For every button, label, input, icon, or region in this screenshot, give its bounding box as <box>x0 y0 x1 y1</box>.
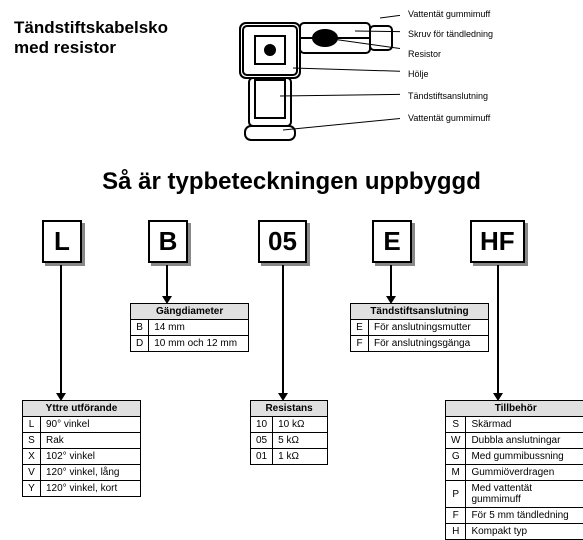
table-row: 1010 kΩ <box>251 417 328 433</box>
table-cell: V <box>23 465 41 481</box>
arrow-line <box>390 265 392 298</box>
table-row: SRak <box>23 433 141 449</box>
table-row: 055 kΩ <box>251 433 328 449</box>
table-cell: Med gummibussning <box>466 449 583 465</box>
part-label: Vattentät gummimuff <box>408 10 490 19</box>
table-cell: Y <box>23 481 41 497</box>
table-cell: Med vattentät gummimuff <box>466 481 583 508</box>
table-row: Y120° vinkel, kort <box>23 481 141 497</box>
table-cell: X <box>23 449 41 465</box>
table-cell: 14 mm <box>149 320 249 336</box>
table-header: Tändstiftsanslutning <box>351 304 489 320</box>
table-cell: G <box>446 449 466 465</box>
arrow-line <box>60 265 62 395</box>
table-outer: Yttre utförandeL90° vinkelSRakX102° vink… <box>22 400 141 497</box>
table-cell: D <box>131 336 149 352</box>
part-label: Vattentät gummimuff <box>408 114 490 123</box>
table-cell: 5 kΩ <box>273 433 328 449</box>
table-cell: E <box>351 320 369 336</box>
table-row: V120° vinkel, lång <box>23 465 141 481</box>
table-row: 011 kΩ <box>251 449 328 465</box>
table-cell: För anslutningsmutter <box>369 320 489 336</box>
part-label: Tändstiftsanslutning <box>408 92 488 101</box>
table-cell: P <box>446 481 466 508</box>
table-cell: 01 <box>251 449 273 465</box>
table-cell: L <box>23 417 41 433</box>
arrow-line <box>282 265 284 395</box>
table-cell: Dubbla anslutningar <box>466 433 583 449</box>
part-label: Skruv för tändledning <box>408 30 493 39</box>
table-row: GMed gummibussning <box>446 449 583 465</box>
table-row: B14 mm <box>131 320 249 336</box>
table-header: Tillbehör <box>446 401 583 417</box>
table-row: D10 mm och 12 mm <box>131 336 249 352</box>
part-label: Resistor <box>408 50 441 59</box>
table-cell: F <box>446 508 466 524</box>
table-thread: GängdiameterB14 mmD10 mm och 12 mm <box>130 303 249 352</box>
table-row: L90° vinkel <box>23 417 141 433</box>
arrow-line <box>166 265 168 298</box>
table-row: SSkärmad <box>446 417 583 433</box>
table-cell: S <box>23 433 41 449</box>
table-cell: För anslutningsgänga <box>369 336 489 352</box>
table-row: EFör anslutningsmutter <box>351 320 489 336</box>
table-cell: 10 mm och 12 mm <box>149 336 249 352</box>
table-cell: 120° vinkel, kort <box>41 481 141 497</box>
table-header: Gängdiameter <box>131 304 249 320</box>
table-cell: För 5 mm tändledning <box>466 508 583 524</box>
table-row: X102° vinkel <box>23 449 141 465</box>
table-header: Yttre utförande <box>23 401 141 417</box>
title-line2: med resistor <box>14 38 116 57</box>
table-cell: 05 <box>251 433 273 449</box>
code-box: B <box>148 220 188 263</box>
connector-diagram <box>225 8 400 143</box>
table-cell: W <box>446 433 466 449</box>
part-label: Hölje <box>408 70 429 79</box>
table-row: WDubbla anslutningar <box>446 433 583 449</box>
code-box: E <box>372 220 412 263</box>
table-conn: TändstiftsanslutningEFör anslutningsmutt… <box>350 303 489 352</box>
table-acc: TillbehörSSkärmadWDubbla anslutningarGMe… <box>445 400 583 540</box>
table-row: HKompakt typ <box>446 524 583 540</box>
table-cell: Skärmad <box>466 417 583 433</box>
table-cell: 10 kΩ <box>273 417 328 433</box>
table-cell: 102° vinkel <box>41 449 141 465</box>
table-cell: F <box>351 336 369 352</box>
table-cell: 120° vinkel, lång <box>41 465 141 481</box>
table-cell: Kompakt typ <box>466 524 583 540</box>
main-heading: Så är typbeteckningen uppbyggd <box>0 168 583 196</box>
code-box: HF <box>470 220 525 263</box>
table-row: FFör anslutningsgänga <box>351 336 489 352</box>
table-cell: M <box>446 465 466 481</box>
table-cell: Rak <box>41 433 141 449</box>
table-header: Resistans <box>251 401 328 417</box>
table-resist: Resistans1010 kΩ055 kΩ011 kΩ <box>250 400 328 465</box>
table-row: MGummiöverdragen <box>446 465 583 481</box>
top-title: Tändstiftskabelsko med resistor <box>14 18 168 59</box>
table-cell: S <box>446 417 466 433</box>
table-row: FFör 5 mm tändledning <box>446 508 583 524</box>
table-cell: Gummiöverdragen <box>466 465 583 481</box>
table-cell: H <box>446 524 466 540</box>
table-row: PMed vattentät gummimuff <box>446 481 583 508</box>
table-cell: 90° vinkel <box>41 417 141 433</box>
table-cell: 10 <box>251 417 273 433</box>
arrow-line <box>497 265 499 395</box>
title-line1: Tändstiftskabelsko <box>14 18 168 37</box>
code-box: L <box>42 220 82 263</box>
table-cell: 1 kΩ <box>273 449 328 465</box>
code-box: 05 <box>258 220 307 263</box>
table-cell: B <box>131 320 149 336</box>
